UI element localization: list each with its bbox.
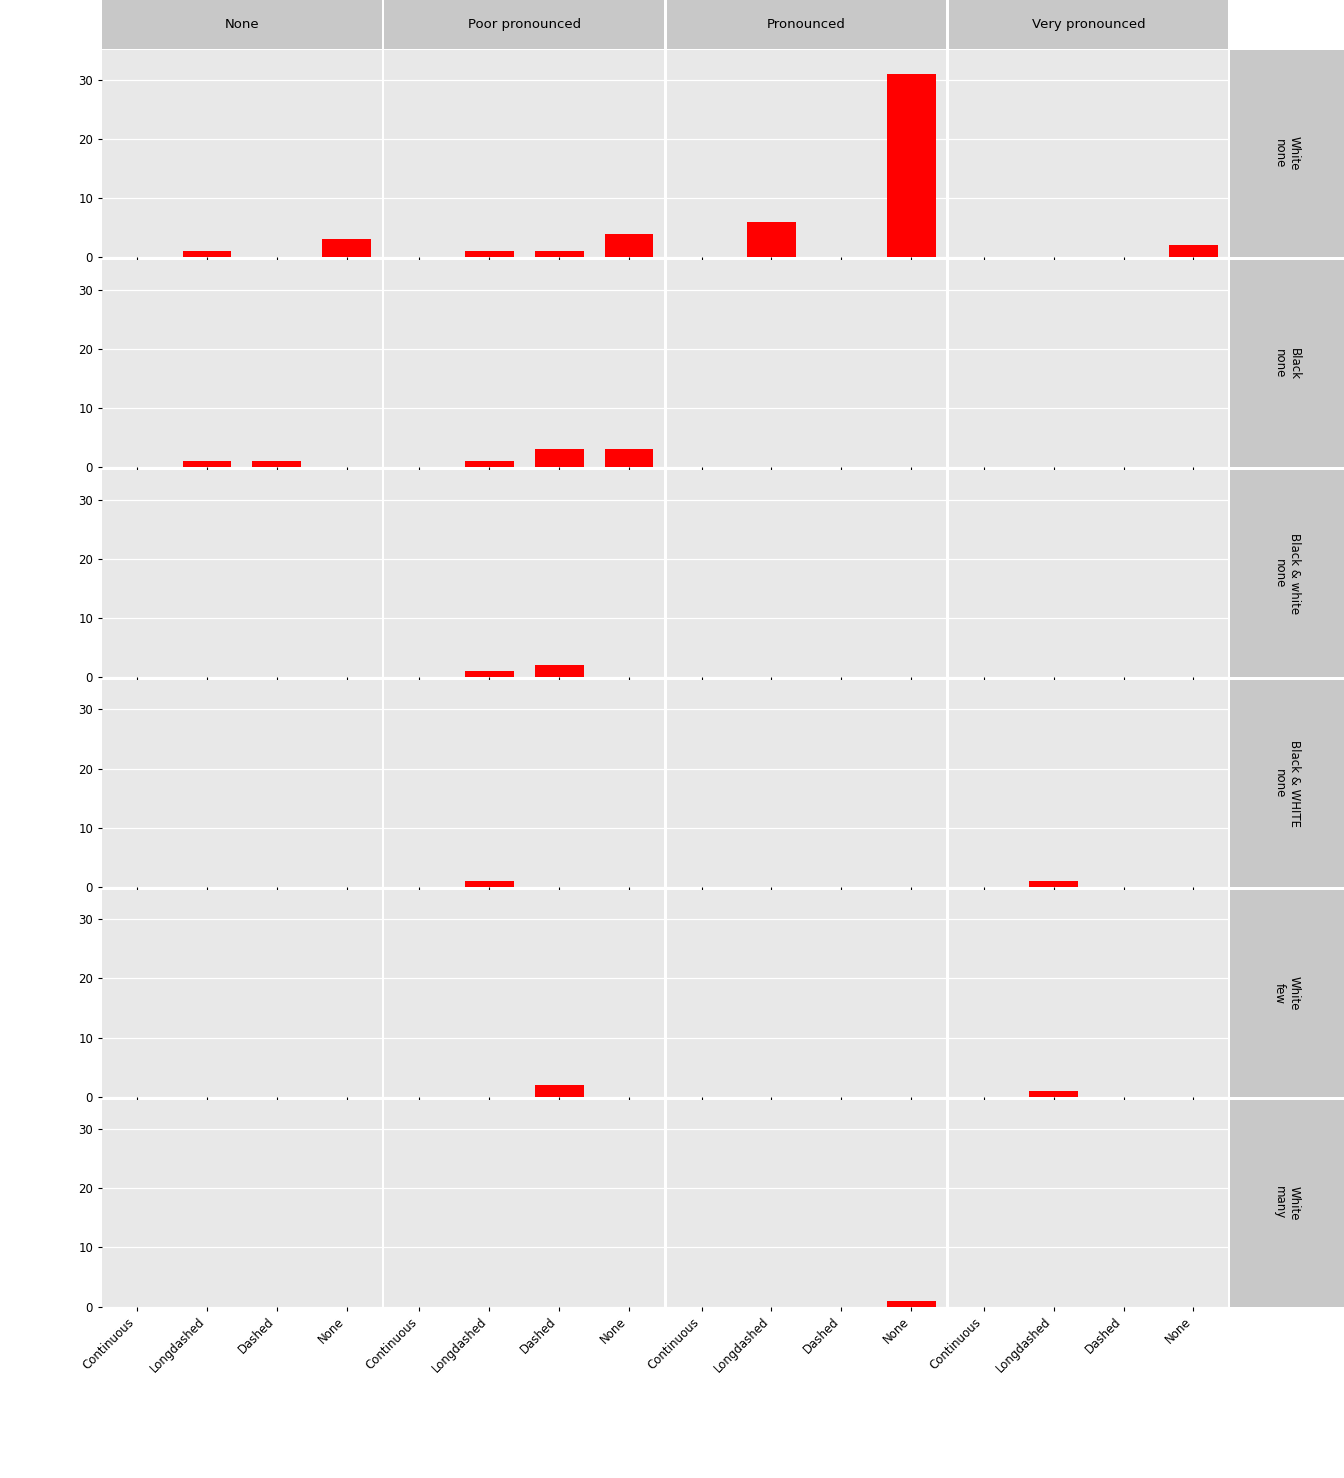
Text: Pronounced: Pronounced (767, 18, 845, 31)
Text: Black & white
none: Black & white none (1273, 534, 1301, 613)
Text: None: None (224, 18, 259, 31)
Bar (535, 665, 583, 677)
Bar (535, 251, 583, 257)
Bar (605, 449, 653, 467)
Text: White
many: White many (1273, 1185, 1301, 1221)
Bar (605, 234, 653, 257)
Text: Very pronounced: Very pronounced (1032, 18, 1145, 31)
Bar (323, 239, 371, 257)
Bar (535, 1085, 583, 1097)
Bar (747, 222, 796, 257)
Bar (183, 461, 231, 467)
Text: Black
none: Black none (1273, 347, 1301, 380)
Text: White
few: White few (1273, 975, 1301, 1011)
Bar (887, 1301, 935, 1307)
Bar (253, 461, 301, 467)
Bar (1169, 245, 1218, 257)
Bar (183, 251, 231, 257)
Bar (465, 461, 513, 467)
Bar (465, 881, 513, 887)
Bar (887, 74, 935, 257)
Text: White
none: White none (1273, 136, 1301, 171)
Bar (465, 671, 513, 677)
Bar (465, 251, 513, 257)
Text: Poor pronounced: Poor pronounced (468, 18, 581, 31)
Bar (535, 449, 583, 467)
Bar (1030, 1091, 1078, 1097)
Text: Black & WHITE
none: Black & WHITE none (1273, 740, 1301, 826)
Bar (1030, 881, 1078, 887)
